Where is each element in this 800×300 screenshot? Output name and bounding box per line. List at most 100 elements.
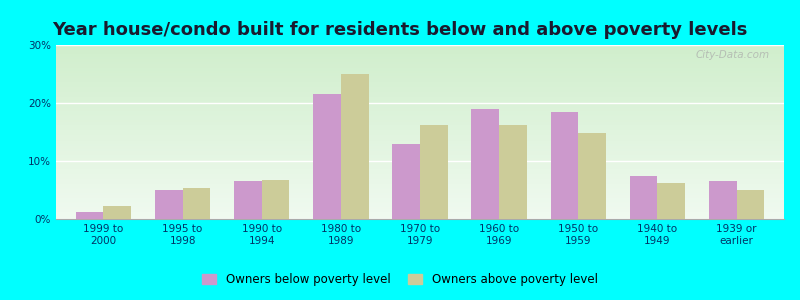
Bar [76, 212, 103, 219]
Bar [56, 111, 784, 113]
Bar [56, 195, 784, 197]
Bar [56, 88, 784, 90]
Bar [56, 97, 784, 99]
Bar [234, 181, 262, 219]
Bar [56, 106, 784, 108]
Bar [56, 127, 784, 128]
Bar [56, 188, 784, 189]
Bar [56, 90, 784, 92]
Bar [56, 200, 784, 202]
Bar [56, 151, 784, 153]
Bar [56, 128, 784, 130]
Bar [103, 206, 131, 219]
Bar [56, 45, 784, 47]
Bar [56, 115, 784, 116]
Bar [56, 76, 784, 78]
Bar [56, 134, 784, 136]
Bar [56, 64, 784, 66]
Bar [56, 104, 784, 106]
Bar [56, 202, 784, 203]
Bar [56, 123, 784, 125]
Bar [56, 92, 784, 94]
Bar [56, 85, 784, 87]
Bar [578, 133, 606, 219]
Bar [56, 182, 784, 184]
Bar [56, 56, 784, 57]
Bar [56, 174, 784, 176]
Bar [56, 158, 784, 160]
Bar [56, 113, 784, 115]
Bar [56, 75, 784, 76]
Legend: Owners below poverty level, Owners above poverty level: Owners below poverty level, Owners above… [198, 269, 602, 291]
Bar [56, 208, 784, 210]
Bar [56, 169, 784, 170]
Bar [56, 66, 784, 68]
Bar [56, 162, 784, 163]
Bar [56, 156, 784, 158]
Bar [56, 196, 784, 198]
Text: Year house/condo built for residents below and above poverty levels: Year house/condo built for residents bel… [52, 21, 748, 39]
Bar [56, 139, 784, 141]
Bar [56, 144, 784, 146]
Bar [56, 110, 784, 111]
Bar [56, 198, 784, 200]
Bar [155, 190, 182, 219]
Bar [709, 181, 737, 219]
Bar [56, 47, 784, 49]
Bar [56, 153, 784, 154]
Bar [471, 109, 499, 219]
Bar [550, 112, 578, 219]
Bar [56, 132, 784, 134]
Bar [56, 130, 784, 132]
Bar [56, 205, 784, 207]
Bar [56, 101, 784, 102]
Bar [56, 177, 784, 179]
Bar [56, 214, 784, 215]
Bar [56, 69, 784, 71]
Bar [56, 136, 784, 137]
Bar [56, 181, 784, 182]
Bar [56, 189, 784, 191]
Bar [56, 193, 784, 195]
Bar [56, 186, 784, 188]
Bar [630, 176, 658, 219]
Bar [56, 68, 784, 69]
Bar [56, 120, 784, 122]
Bar [56, 73, 784, 75]
Bar [56, 212, 784, 214]
Bar [56, 142, 784, 144]
Bar [56, 146, 784, 148]
Bar [56, 102, 784, 104]
Bar [56, 163, 784, 165]
Bar [262, 180, 290, 219]
Bar [56, 57, 784, 59]
Bar [56, 71, 784, 73]
Bar [56, 141, 784, 142]
Bar [658, 183, 685, 219]
Bar [56, 99, 784, 101]
Bar [56, 125, 784, 127]
Bar [56, 49, 784, 50]
Bar [56, 52, 784, 54]
Bar [56, 95, 784, 97]
Bar [56, 137, 784, 139]
Text: City-Data.com: City-Data.com [695, 50, 770, 60]
Bar [392, 144, 420, 219]
Bar [499, 125, 527, 219]
Bar [56, 59, 784, 61]
Bar [420, 125, 448, 219]
Bar [56, 50, 784, 52]
Bar [737, 190, 764, 219]
Bar [56, 210, 784, 212]
Bar [313, 94, 341, 219]
Bar [56, 154, 784, 156]
Bar [56, 167, 784, 169]
Bar [56, 172, 784, 174]
Bar [56, 179, 784, 181]
Bar [56, 78, 784, 80]
Bar [56, 217, 784, 219]
Bar [56, 165, 784, 167]
Bar [56, 203, 784, 205]
Bar [341, 74, 369, 219]
Bar [56, 191, 784, 193]
